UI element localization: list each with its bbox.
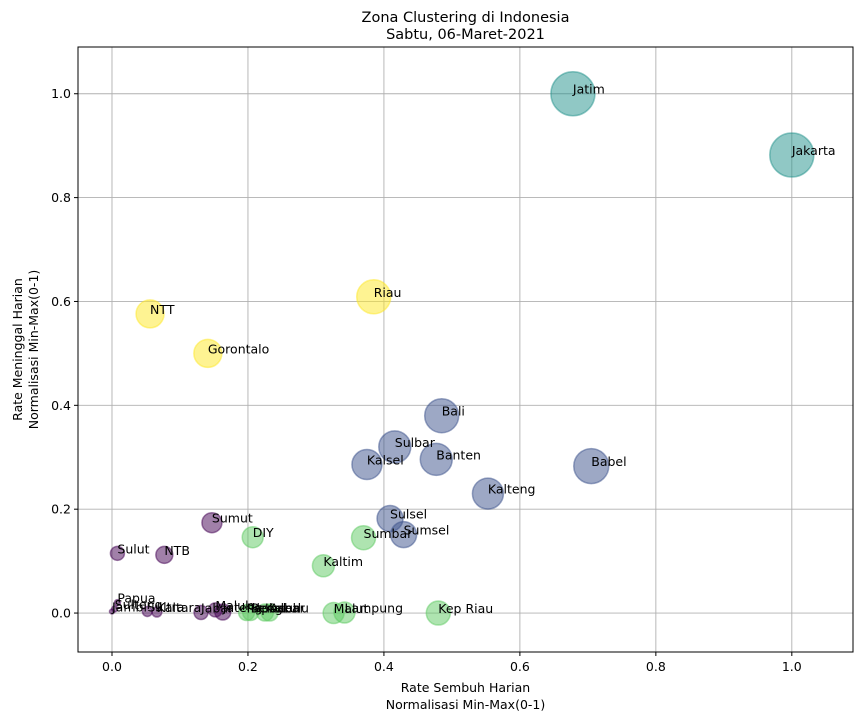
point-sumut xyxy=(201,511,223,534)
point-label-kalbar: Kalbar xyxy=(265,601,306,616)
point-label-ntt: NTT xyxy=(150,302,175,317)
point-sumsel xyxy=(389,520,418,549)
point-papua xyxy=(113,598,122,607)
chart-subtitle: Sabtu, 06-Maret-2021 xyxy=(386,27,545,43)
point-label-jabar: Jabar xyxy=(200,601,234,616)
point-label-kaltim: Kaltim xyxy=(323,554,363,569)
point-jakarta xyxy=(769,132,815,178)
point-label-sumsel: Sumsel xyxy=(404,523,450,538)
point-jatim xyxy=(550,70,596,117)
point-kaltim xyxy=(311,554,336,578)
point-jambi xyxy=(108,608,116,615)
point-label-sulteng: Sulteng xyxy=(115,597,163,612)
point-label-sulut: Sulut xyxy=(117,541,149,556)
point-kaltara xyxy=(151,606,163,618)
point-bali xyxy=(423,397,460,434)
x-axis-label-line1: Rate Sembuh Harian xyxy=(401,680,530,695)
point-banten xyxy=(419,442,454,477)
point-sulut xyxy=(109,545,126,562)
y-tick-label: 1.0 xyxy=(51,86,71,101)
point-label-sumut: Sumut xyxy=(212,511,253,526)
x-tick-label: 0.8 xyxy=(646,659,666,674)
point-gorontalo xyxy=(193,338,223,369)
point-label-kalteng: Kalteng xyxy=(488,482,536,497)
point-label-diy: DIY xyxy=(253,525,274,540)
point-label-sulbar: Sulbar xyxy=(395,435,436,450)
point-ntb xyxy=(155,545,174,565)
point-label-papbar: Papbar xyxy=(247,601,291,616)
point-label-lampung: Lampung xyxy=(344,601,403,616)
plot-frame xyxy=(77,46,854,653)
point-label-kaltara: Kaltara xyxy=(157,600,201,615)
point-label-bengkulu: Bengkulu xyxy=(251,601,309,616)
point-riau xyxy=(355,279,392,315)
y-tick-label: 0.6 xyxy=(51,294,71,309)
point-label-aceh: Aceh xyxy=(270,601,301,616)
point-label-sumbar: Sumbar xyxy=(364,526,414,541)
point-label-ntb: NTB xyxy=(164,543,190,558)
labels-layer: Jatim Jakarta Riau NTT Gorontalo Bali Sulbar Ka… xyxy=(111,82,836,616)
point-label-jatim: Jatim xyxy=(572,82,605,97)
point-kep-riau xyxy=(425,600,452,626)
point-label-babel: Babel xyxy=(591,454,626,469)
x-tick-label: 0.2 xyxy=(238,659,258,674)
x-tick-label: 0.4 xyxy=(374,659,394,674)
point-jateng xyxy=(214,603,232,621)
point-label-jateng: Jateng xyxy=(222,600,263,615)
y-tick-label: 0.8 xyxy=(51,190,71,205)
x-tick-label: 0.6 xyxy=(510,659,530,674)
point-label-jakarta: Jakarta xyxy=(791,143,836,158)
point-label-kep-riau: Kep Riau xyxy=(438,601,493,616)
point-label-papua: Papua xyxy=(117,591,155,606)
point-label-bali: Bali xyxy=(442,404,465,419)
x-tick-label: 0.0 xyxy=(102,659,122,674)
point-label-sulsel: Sulsel xyxy=(390,507,427,522)
y-tick-label: 0.4 xyxy=(51,398,71,413)
point-sulbar xyxy=(378,430,412,464)
y-axis-label-line1: Rate Meninggal Harian xyxy=(10,278,25,421)
point-label-jambi: Jambi xyxy=(111,599,147,614)
x-tick-label: 1.0 xyxy=(782,659,802,674)
y-tick-label: 0.2 xyxy=(51,502,71,517)
y-tick-label: 0.0 xyxy=(51,606,71,621)
point-label-malut: Malut xyxy=(334,601,369,616)
point-label-riau: Riau xyxy=(374,285,402,300)
point-label-kalsel: Kalsel xyxy=(367,453,404,468)
chart-title: Zona Clustering di Indonesia xyxy=(362,10,570,26)
point-ntt xyxy=(135,299,165,329)
point-kalteng xyxy=(471,477,505,510)
point-sumbar xyxy=(350,525,377,551)
point-diy xyxy=(241,525,264,549)
ticks-layer: 0.0 0.2 0.4 0.6 0.8 1.0 0.0 0.2 0.4 0.6 0.8 1.0 xyxy=(51,86,802,674)
point-label-banten: Banten xyxy=(436,447,481,462)
point-babel xyxy=(573,447,610,485)
point-kalsel xyxy=(351,448,383,481)
point-lampung xyxy=(333,601,356,624)
point-label-maluku: Maluku xyxy=(215,598,260,613)
y-axis-label-line2: Normalisasi Min-Max(0-1) xyxy=(26,270,41,430)
point-label-sultra: Sultra xyxy=(147,599,184,614)
point-aceh xyxy=(260,603,279,622)
points-layer xyxy=(108,70,815,626)
x-axis-label-line2: Normalisasi Min-Max(0-1) xyxy=(386,697,546,712)
point-label-gorontalo: Gorontalo xyxy=(208,341,269,356)
